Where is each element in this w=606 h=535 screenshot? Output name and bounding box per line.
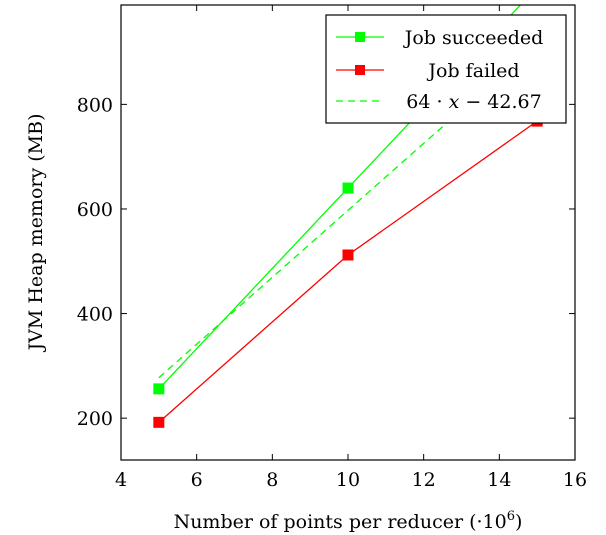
y-tick-label: 400 (77, 304, 113, 326)
legend: Job succeeded Job failed 64 · x − 42.67 (325, 14, 567, 124)
legend-label-job-failed: Job failed (426, 60, 519, 82)
x-axis-title: Number of points per reducer (·106) (174, 509, 523, 533)
series-line-job-failed (158, 120, 538, 423)
x-axis-title-text: Number of points per reducer (·10 (174, 511, 507, 533)
x-tick-label: 16 (563, 469, 587, 491)
x-tick-label: 4 (115, 469, 127, 491)
y-tick-label: 600 (77, 199, 113, 221)
legend-label-fit-b: − 42.67 (459, 91, 541, 113)
legend-box (325, 14, 567, 124)
data-point-job-succeeded (153, 383, 165, 395)
legend-item-job-succeeded: Job succeeded (336, 27, 543, 49)
ticks-layer: 4 6 8 10 12 14 16 200 400 600 800 (77, 5, 587, 491)
x-tick-label: 14 (487, 469, 511, 491)
data-point-job-failed (342, 249, 354, 261)
x-tick-label: 6 (191, 469, 203, 491)
y-tick-label: 200 (77, 408, 113, 430)
legend-item-job-failed: Job failed (336, 60, 520, 82)
legend-label-fit: 64 · x − 42.67 (406, 91, 541, 113)
x-axis-title-suffix: ) (515, 511, 522, 533)
legend-label-fit-a: 64 · (406, 91, 448, 113)
legend-item-fit-line: 64 · x − 42.67 (336, 91, 542, 113)
legend-label-job-succeeded: Job succeeded (403, 27, 544, 49)
legend-label-fit-x: x (449, 91, 460, 113)
legend-marker-job-succeeded (355, 32, 365, 42)
x-axis-title-exponent: 6 (507, 509, 515, 524)
y-tick-label: 800 (77, 94, 113, 116)
x-tick-label: 10 (336, 469, 360, 491)
data-point-job-succeeded (342, 182, 354, 194)
data-point-job-failed (153, 416, 165, 428)
x-tick-label: 12 (412, 469, 436, 491)
legend-marker-job-failed (355, 65, 365, 75)
x-tick-label: 8 (266, 469, 278, 491)
y-axis-title: JVM Heap memory (MB) (25, 114, 47, 353)
